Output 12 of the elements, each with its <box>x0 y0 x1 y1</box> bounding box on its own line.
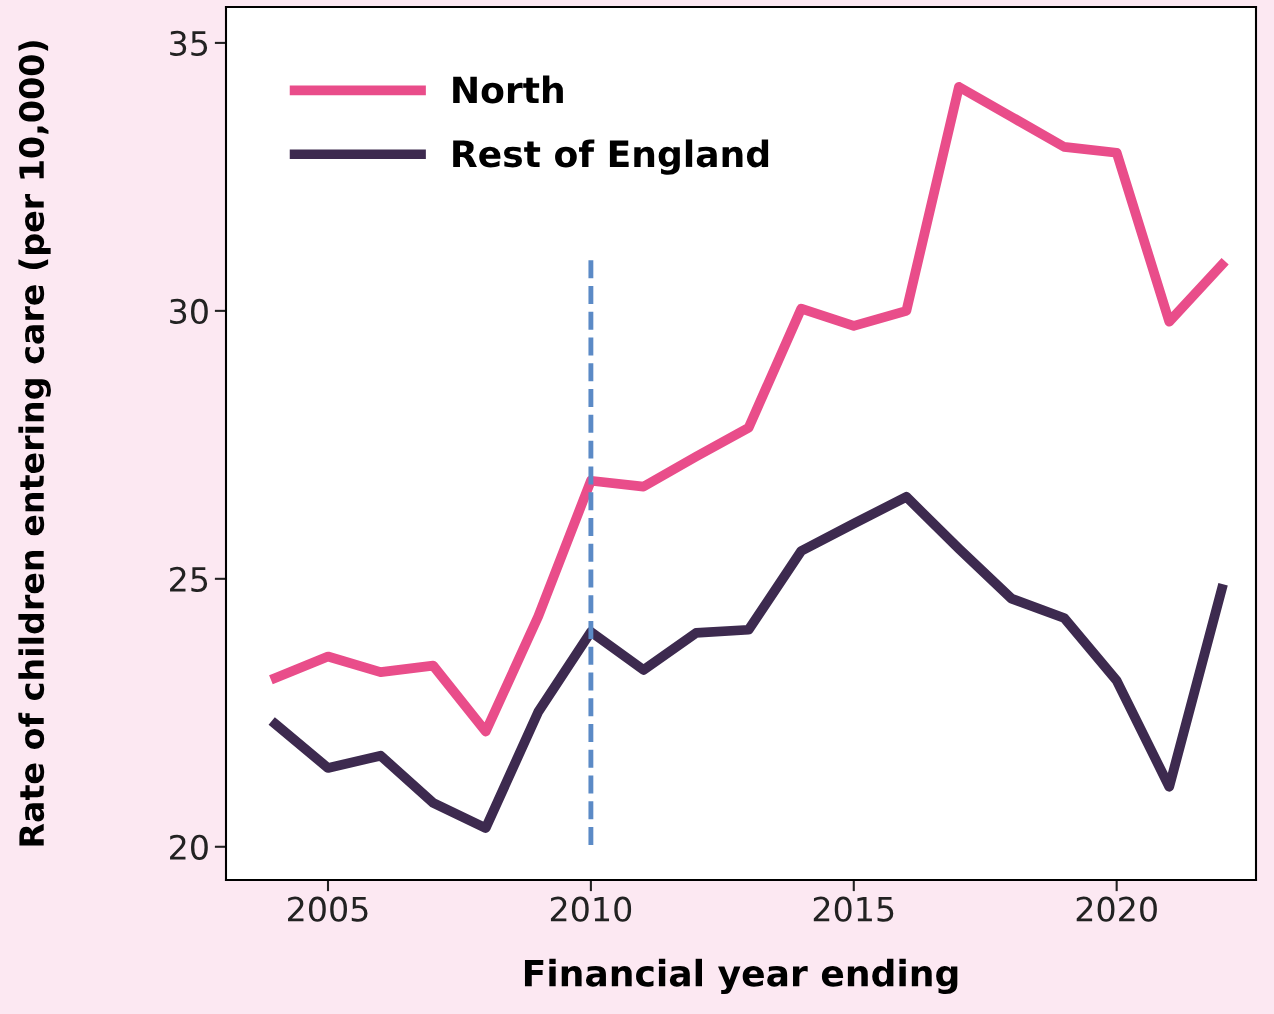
x-tick-label: 2005 <box>288 896 368 922</box>
y-tick-label: 30 <box>170 298 208 324</box>
legend-label: Rest of England <box>453 139 769 175</box>
y-tick-label: 20 <box>170 834 208 860</box>
legend-label: North <box>453 75 563 104</box>
x-axis-title: Financial year ending <box>524 958 958 995</box>
x-tick-label: 2015 <box>813 896 894 922</box>
y-axis-title: Rate of children entering care (per 10,000) <box>18 41 51 846</box>
y-tick-label: 35 <box>170 30 208 57</box>
x-tick-label: 2020 <box>1076 896 1157 922</box>
x-tick-label: 2010 <box>550 896 632 922</box>
y-tick-label: 25 <box>170 566 208 592</box>
